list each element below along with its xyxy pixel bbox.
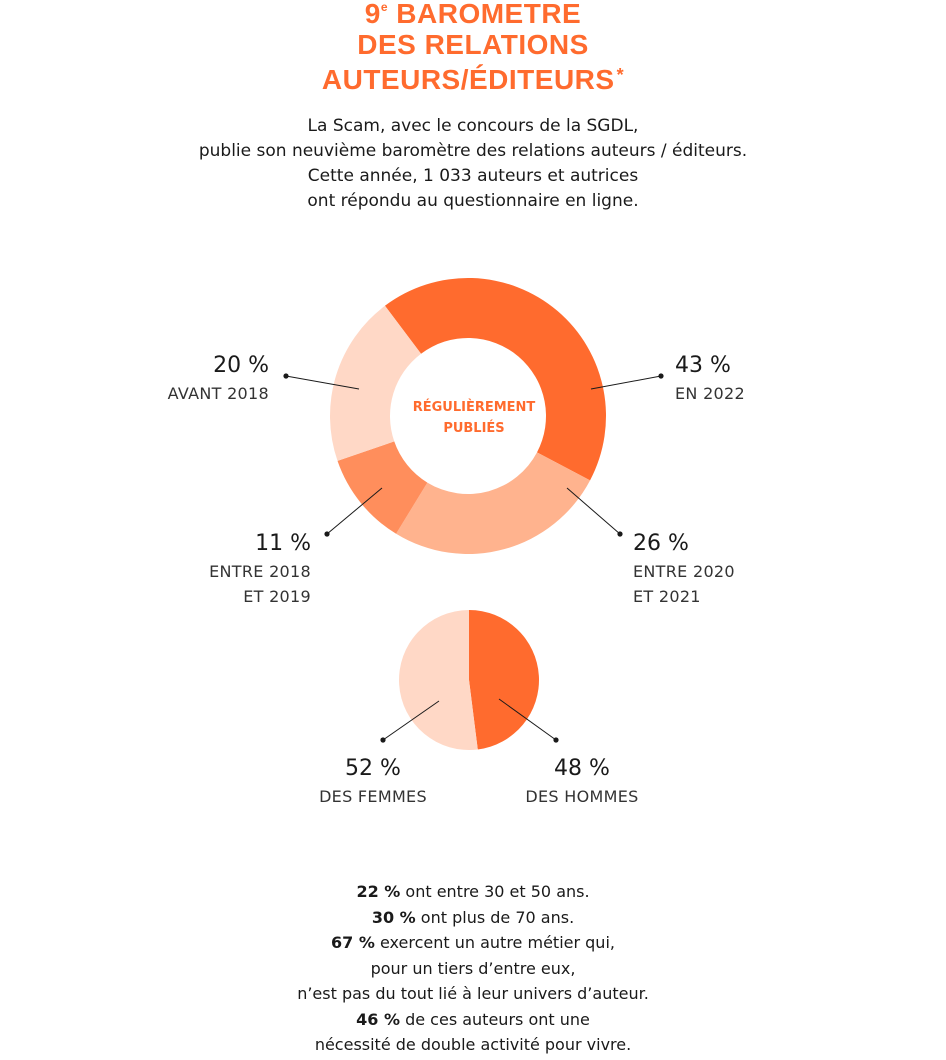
pie-slice-des-hommes [469,610,540,750]
stats-paragraph: 22 % ont entre 30 et 50 ans. 30 % ont pl… [0,879,946,1058]
data-label-pct-des-femmes: 52 % [345,756,401,781]
title-auteurs-editeurs: AUTEURS/ÉDITEURS [321,64,615,95]
data-label-text-des-femmes: DES FEMMES [319,787,427,806]
leader-dot-entre-2020 [617,531,623,537]
intro-line: La Scam, avec le concours de la SGDL, [307,116,639,136]
data-label-text-entre-2020: ENTRE 2020 [633,562,735,581]
pie-slice-des-femmes [399,610,478,750]
data-label-text-en-2022: EN 2022 [675,384,745,403]
leader-line-entre-2018 [326,487,383,535]
stat-text: exercent un autre métier qui, [374,933,615,952]
title-asterisk: * [616,65,625,85]
stats-line: 30 % ont plus de 70 ans. [0,905,946,931]
data-label-text-entre-2018: ENTRE 2018 [209,562,311,581]
title-barometre: BAROMETRE [388,0,582,29]
stat-value: 22 % [356,882,401,901]
intro-line: ont répondu au questionnaire en ligne. [307,191,639,211]
donut-slice-entre-2020 [396,452,591,554]
page-title: 9e BAROMETRE DES RELATIONS AUTEURS/ÉDITE… [0,0,946,95]
data-label-text-entre-2018: ET 2019 [243,587,311,606]
title-line-2: DES RELATIONS [357,29,589,60]
stats-line: 22 % ont entre 30 et 50 ans. [0,879,946,905]
stats-line: 46 % de ces auteurs ont une [0,1007,946,1033]
donut-slice-entre-2018 [337,441,428,534]
leader-dot-entre-2018 [324,531,330,537]
data-label-text-des-hommes: DES HOMMES [525,787,638,806]
donut-center-label: PUBLIÉS [443,420,504,436]
leader-dot-des-hommes [553,737,559,743]
data-label-pct-avant-2018: 20 % [213,353,269,378]
intro-paragraph: La Scam, avec le concours de la SGDL, pu… [0,114,946,214]
stat-text: ont entre 30 et 50 ans. [400,882,590,901]
data-label-text-entre-2020: ET 2021 [633,587,701,606]
data-label-pct-entre-2020: 26 % [633,531,689,556]
leader-line-des-hommes [498,698,557,741]
leader-line-des-femmes [382,700,440,741]
leader-dot-des-femmes [380,737,386,743]
stats-line: nécessité de double activité pour vivre. [0,1032,946,1058]
data-label-pct-entre-2018: 11 % [255,531,311,556]
leader-line-en-2022 [590,375,662,390]
charts-canvas: 43 % EN 2022 26 % ENTRE 2020 ET 2021 11 % ENTR… [168,277,745,806]
stat-text: n’est pas du tout lié à leur univers d’a… [297,984,649,1003]
intro-line: Cette année, 1 033 auteurs et autrices [307,166,639,186]
title-line-3: AUTEURS/ÉDITEURS * [0,60,946,95]
stats-line: pour un tiers d’entre eux, [0,956,946,982]
title-line-1: 9e BAROMETRE [0,0,946,29]
leader-dot-en-2022 [658,373,664,379]
stat-value: 30 % [371,907,416,927]
donut-slice-avant-2018 [330,305,422,461]
stats-line: 67 % exercent un autre métier qui, [0,930,946,956]
donut-center-label: RÉGULIÈREMENT [413,399,536,415]
stat-text: ont plus de 70 ans. [415,907,575,927]
stat-text: de ces auteurs ont une [400,1009,590,1029]
leader-line-entre-2020 [566,487,621,535]
leader-dot-avant-2018 [283,373,289,379]
title-ordinal-suffix: e [380,0,389,14]
stat-text: nécessité de double activité pour vivre. [314,1035,632,1054]
data-label-pct-en-2022: 43 % [675,353,731,378]
stat-text: pour un tiers d’entre eux, [370,958,576,978]
stat-value: 46 % [356,1009,400,1029]
data-label-pct-des-hommes: 48 % [554,756,610,781]
data-label-text-avant-2018: AVANT 2018 [168,384,269,403]
title-number: 9 [364,0,381,29]
stats-line: n’est pas du tout lié à leur univers d’a… [0,981,946,1007]
leader-line-avant-2018 [285,375,360,390]
donut-slice-en-2022 [384,277,607,481]
stat-value: 67 % [331,933,375,952]
intro-line: publie son neuvième baromètre des relati… [198,141,748,161]
